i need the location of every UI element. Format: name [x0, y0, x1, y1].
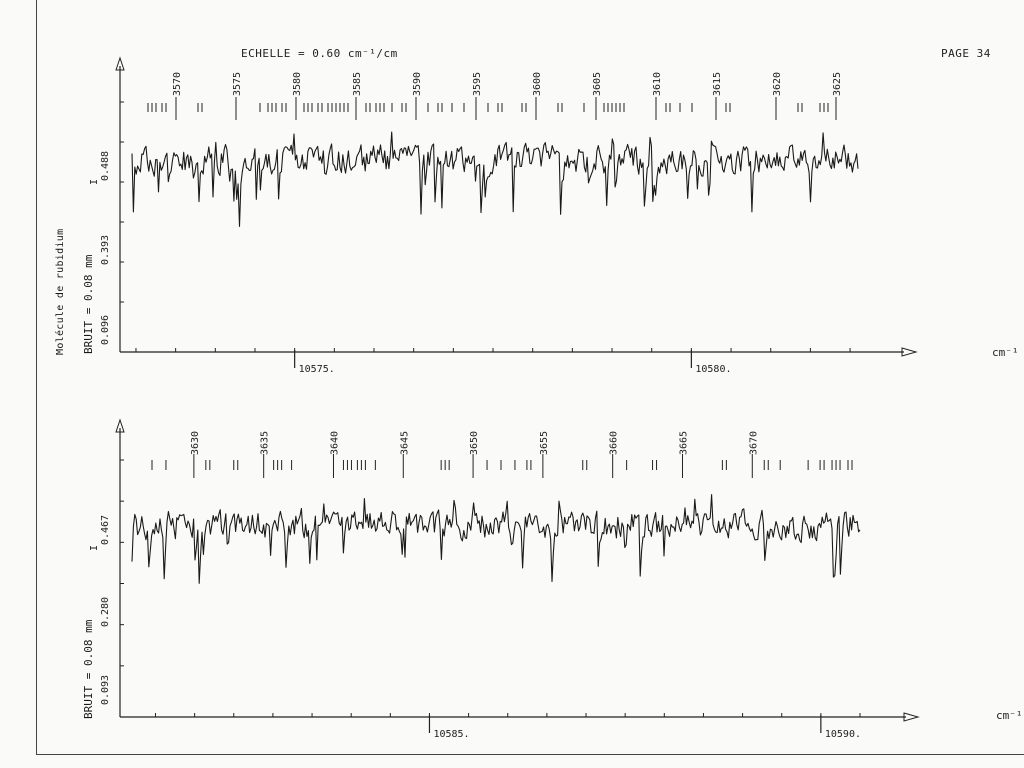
spectrum-trace-1	[131, 131, 859, 227]
line-mark-label: 3670	[748, 431, 759, 455]
x-unit-label-top: cm⁻¹	[992, 346, 1019, 359]
line-mark-label: 3610	[652, 72, 663, 96]
line-mark-label: 3630	[190, 431, 201, 455]
line-mark-label: 3650	[469, 431, 480, 455]
line-mark-label: 3590	[412, 72, 423, 96]
line-mark-label: 3665	[678, 431, 689, 455]
x-axis-arrow-1	[901, 347, 918, 357]
line-mark-label: 3595	[472, 72, 483, 96]
x-tick-label: 10585.	[433, 729, 469, 740]
line-mark-label: 3600	[532, 72, 543, 96]
line-mark-label: 3570	[172, 72, 183, 96]
x-axis-arrow-2	[903, 712, 920, 722]
line-mark-label: 3580	[292, 72, 303, 96]
x-tick-label: 10575.	[299, 364, 335, 375]
x-unit-label-bottom: cm⁻¹	[996, 709, 1023, 722]
line-mark-label: 3660	[609, 431, 620, 455]
page-number: PAGE 34	[941, 47, 991, 60]
y-axis-arrow-1	[115, 56, 125, 71]
y-tick-label: 0.096	[100, 315, 111, 345]
line-mark-label: 3640	[329, 431, 340, 455]
line-mark-label: 3655	[539, 431, 550, 455]
y-tick-label: 0.280	[100, 597, 111, 627]
scale-label: ECHELLE = 0.60 cm⁻¹/cm	[241, 47, 398, 60]
line-mark-label: 3645	[399, 431, 410, 455]
y-tick-label: 0.393	[100, 235, 111, 265]
line-mark-label: 3585	[352, 72, 363, 96]
y-axis-title: I	[89, 179, 100, 185]
x-tick-label: 10590.	[825, 729, 861, 740]
y-tick-label: 0.093	[100, 675, 111, 705]
spectrum-trace-2	[131, 494, 861, 584]
line-mark-label: 3575	[232, 72, 243, 96]
line-mark-label: 3625	[832, 72, 843, 96]
x-tick-label: 10580.	[695, 364, 731, 375]
line-mark-label: 3635	[260, 431, 271, 455]
page-frame-bottom-edge	[36, 754, 1024, 755]
y-axis-arrow-2	[115, 418, 125, 433]
page-frame-left-edge	[36, 0, 37, 754]
y-tick-label: 0.467	[100, 515, 111, 545]
line-mark-label: 3620	[772, 72, 783, 96]
y-tick-label: 0.488	[100, 151, 111, 181]
y-axis-title: I	[89, 545, 100, 551]
line-mark-label: 3605	[592, 72, 603, 96]
line-mark-label: 3615	[712, 72, 723, 96]
